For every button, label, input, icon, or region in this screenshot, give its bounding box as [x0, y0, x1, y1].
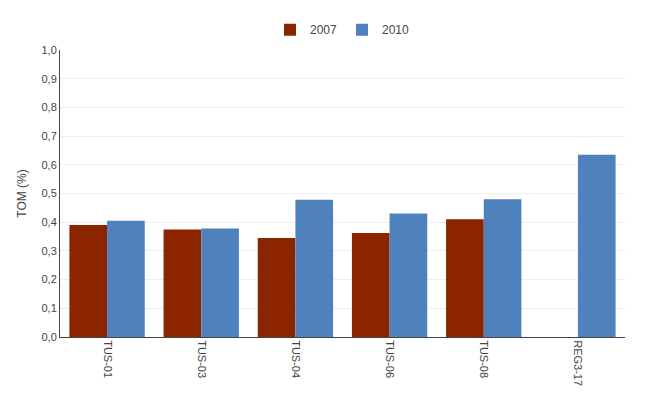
svg-text:0,9: 0,9 [42, 73, 57, 85]
svg-text:0,5: 0,5 [42, 187, 57, 199]
svg-text:TUS-01: TUS-01 [102, 340, 114, 378]
svg-text:TUS-06: TUS-06 [384, 340, 396, 378]
svg-text:0,1: 0,1 [42, 302, 57, 314]
svg-text:TUS-04: TUS-04 [290, 340, 302, 378]
svg-text:0,2: 0,2 [42, 273, 57, 285]
svg-text:1,0: 1,0 [42, 44, 57, 56]
svg-text:0,8: 0,8 [42, 101, 57, 113]
svg-text:0,4: 0,4 [42, 216, 57, 228]
svg-text:0,6: 0,6 [42, 159, 57, 171]
svg-text:TOM (%): TOM (%) [15, 169, 29, 217]
svg-text:0,7: 0,7 [42, 130, 57, 142]
svg-text:0,3: 0,3 [42, 245, 57, 257]
svg-text:2010: 2010 [382, 23, 409, 37]
svg-text:0,0: 0,0 [42, 331, 57, 343]
svg-text:2007: 2007 [310, 23, 337, 37]
svg-text:REG3-17: REG3-17 [572, 340, 584, 386]
svg-text:TUS-08: TUS-08 [478, 340, 490, 378]
svg-text:TUS-03: TUS-03 [196, 340, 208, 378]
